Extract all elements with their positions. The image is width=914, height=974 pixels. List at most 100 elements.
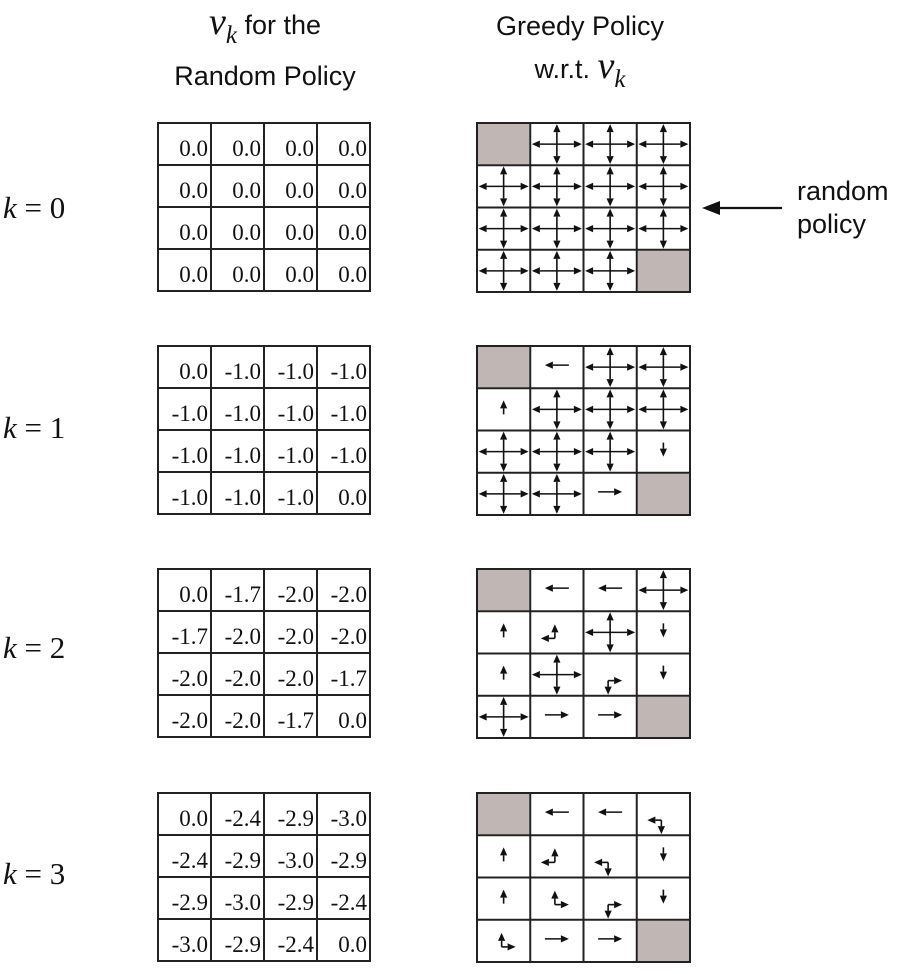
value-column-header: vk for the Random Policy bbox=[150, 2, 380, 96]
east-arrow-head bbox=[520, 267, 529, 275]
value-cell: -1.7 bbox=[316, 652, 371, 696]
iteration-k-value: = 1 bbox=[16, 410, 66, 445]
south-arrow-head bbox=[500, 505, 508, 514]
value-cell: -1.0 bbox=[157, 429, 212, 473]
north-arrow-head bbox=[606, 166, 614, 175]
value-row: 0.0 -1.0 -1.0 -1.0 bbox=[157, 345, 371, 389]
note-line1: random bbox=[797, 176, 889, 206]
policy-grid-0 bbox=[476, 122, 691, 293]
corner-arrow-e-head bbox=[614, 901, 623, 909]
value-cell: -1.0 bbox=[316, 387, 371, 431]
east-arrow-head bbox=[680, 182, 689, 190]
value-cell: -2.0 bbox=[157, 652, 212, 696]
iteration-k-symbol: k bbox=[3, 856, 17, 891]
value-cell: -2.0 bbox=[210, 694, 265, 738]
value-cell: -1.0 bbox=[263, 429, 318, 473]
value-cell: -2.4 bbox=[210, 792, 265, 836]
west-arrow-head bbox=[638, 586, 647, 594]
value-grid-2: 0.0 -1.7 -2.0 -2.0 -1.7 -2.0 -2.0 -2.0 -2.0 -2.0-… bbox=[157, 568, 371, 738]
east-arrow-head bbox=[573, 671, 582, 679]
north-arrow-head bbox=[553, 250, 561, 259]
value-cell: -1.7 bbox=[263, 694, 318, 738]
south-arrow-head bbox=[659, 198, 667, 207]
west-arrow-head bbox=[478, 713, 487, 721]
corner-arrow-n-head bbox=[551, 624, 559, 633]
west-arrow-head bbox=[531, 225, 540, 233]
east-arrow-head bbox=[573, 448, 582, 456]
policy-grid-svg bbox=[476, 122, 691, 293]
north-arrow-head bbox=[500, 208, 508, 217]
south-arrow-head bbox=[606, 379, 614, 388]
value-row: -2.4 -2.9 -3.0 -2.9 bbox=[157, 834, 371, 878]
west-arrow-head bbox=[638, 140, 647, 148]
north-arrow-head bbox=[606, 612, 614, 621]
west-arrow-head bbox=[531, 182, 540, 190]
west-arrow-head bbox=[638, 182, 647, 190]
corner-arrow-n-head bbox=[551, 890, 559, 899]
west-arrow-head bbox=[478, 267, 487, 275]
west-arrow-head bbox=[598, 808, 607, 816]
header-k-subscript: k bbox=[225, 22, 237, 49]
west-arrow-head bbox=[544, 584, 553, 592]
value-cell: 0.0 bbox=[316, 918, 371, 962]
south-arrow-head bbox=[659, 671, 667, 680]
west-arrow-head bbox=[531, 140, 540, 148]
random-policy-note: random policy bbox=[797, 175, 889, 241]
west-arrow-head bbox=[585, 182, 594, 190]
value-cell: 0.0 bbox=[263, 164, 318, 208]
terminal-cell bbox=[478, 570, 530, 611]
south-arrow-head bbox=[606, 644, 614, 653]
value-cell: -1.7 bbox=[157, 610, 212, 654]
corner-arrow-s-head bbox=[604, 686, 612, 695]
terminal-cell bbox=[637, 920, 689, 961]
west-arrow-head bbox=[478, 448, 487, 456]
east-arrow-head bbox=[573, 182, 582, 190]
iteration-k-symbol: k bbox=[3, 410, 17, 445]
north-arrow-head bbox=[553, 389, 561, 398]
south-arrow-head bbox=[659, 379, 667, 388]
value-row: -1.0 -1.0 -1.0 -1.0 bbox=[157, 387, 371, 431]
south-arrow-head bbox=[659, 240, 667, 249]
value-cell: 0.0 bbox=[263, 206, 318, 250]
policy-grid-1 bbox=[476, 345, 691, 516]
value-cell: 0.0 bbox=[263, 122, 318, 166]
note-line2: policy bbox=[797, 209, 867, 239]
north-arrow-head bbox=[659, 208, 667, 217]
corner-arrow-w-head bbox=[540, 634, 549, 642]
east-arrow-head bbox=[614, 935, 623, 943]
iteration-k-value: = 2 bbox=[16, 630, 66, 665]
east-arrow-head bbox=[680, 405, 689, 413]
value-cell: -1.0 bbox=[210, 429, 265, 473]
value-cell: -1.0 bbox=[210, 345, 265, 389]
east-arrow-head bbox=[520, 182, 529, 190]
south-arrow-head bbox=[553, 282, 561, 291]
value-row: 0.0 -2.4 -2.9 -3.0 bbox=[157, 792, 371, 836]
terminal-cell bbox=[637, 473, 689, 514]
terminal-cell bbox=[478, 124, 530, 165]
south-arrow-head bbox=[606, 421, 614, 430]
value-row: -2.0 -2.0 -2.0 -1.7 bbox=[157, 652, 371, 696]
value-cell: -2.0 bbox=[263, 610, 318, 654]
south-arrow-head bbox=[500, 728, 508, 737]
value-cell: 0.0 bbox=[157, 792, 212, 836]
south-arrow-head bbox=[606, 282, 614, 291]
west-arrow-head bbox=[638, 405, 647, 413]
east-arrow-head bbox=[627, 363, 636, 371]
north-arrow-head bbox=[606, 208, 614, 217]
value-row: -1.0 -1.0 -1.0 0.0 bbox=[157, 471, 371, 515]
value-cell: -2.0 bbox=[263, 568, 318, 612]
north-arrow-head bbox=[606, 431, 614, 440]
value-cell: -1.0 bbox=[316, 345, 371, 389]
iteration-label-1: k = 1 bbox=[3, 410, 65, 446]
north-arrow-head bbox=[553, 431, 561, 440]
east-arrow-head bbox=[573, 140, 582, 148]
south-arrow-head bbox=[553, 156, 561, 165]
value-grid-0: 0.0 0.0 0.0 0.0 0.0 0.0 0.0 0.0 0.0 0.0 0.0 0.0 0.0 0… bbox=[157, 122, 371, 292]
value-cell: -1.0 bbox=[157, 471, 212, 515]
east-arrow-head bbox=[520, 713, 529, 721]
north-arrow-head bbox=[500, 847, 508, 856]
value-cell: 0.0 bbox=[316, 248, 371, 292]
value-cell: -1.0 bbox=[157, 387, 212, 431]
value-cell: 0.0 bbox=[316, 122, 371, 166]
west-arrow-head bbox=[585, 267, 594, 275]
